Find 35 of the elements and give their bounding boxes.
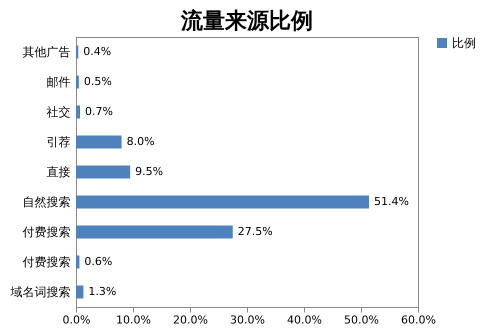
- x-tick-label: 50.0%: [344, 314, 379, 326]
- data-label: 0.7%: [84, 105, 113, 118]
- x-tick-label: 40.0%: [287, 314, 322, 326]
- data-label: 0.5%: [84, 75, 112, 88]
- bar: [76, 136, 122, 148]
- y-tick-label: 其他广告: [22, 45, 70, 59]
- bar: [76, 196, 369, 208]
- x-tick-label: 60.0%: [401, 314, 436, 326]
- y-tick-label: 社交: [46, 105, 70, 119]
- x-tick-label: 10.0%: [116, 314, 151, 326]
- data-label: 1.3%: [88, 285, 116, 298]
- bar: [76, 166, 130, 178]
- bar: [76, 76, 79, 88]
- y-tick-label: 引荐: [46, 135, 70, 149]
- bar: [76, 286, 84, 298]
- data-label: 0.4%: [83, 45, 112, 58]
- y-tick-label: 自然搜索: [22, 195, 70, 209]
- bar: [76, 106, 80, 118]
- data-label: 0.6%: [84, 255, 112, 268]
- x-tick-label: 30.0%: [230, 314, 265, 326]
- y-tick-label: 付费搜索: [22, 225, 70, 239]
- bar: [76, 256, 80, 268]
- data-label: 27.5%: [238, 225, 273, 238]
- x-tick-label: 20.0%: [173, 314, 208, 326]
- legend-label: 比例: [452, 36, 476, 50]
- y-tick-label: 域名词搜索: [10, 285, 70, 299]
- y-tick-label: 付费搜索: [22, 255, 70, 269]
- data-label: 8.0%: [126, 135, 155, 148]
- chart-title: 流量来源比例: [180, 8, 313, 34]
- data-label: 51.4%: [374, 195, 409, 208]
- y-tick-label: 直接: [46, 165, 70, 179]
- y-tick-label: 邮件: [46, 75, 70, 89]
- x-tick-label: 0.0%: [62, 314, 90, 326]
- bar: [76, 226, 233, 238]
- data-label: 9.5%: [135, 165, 164, 178]
